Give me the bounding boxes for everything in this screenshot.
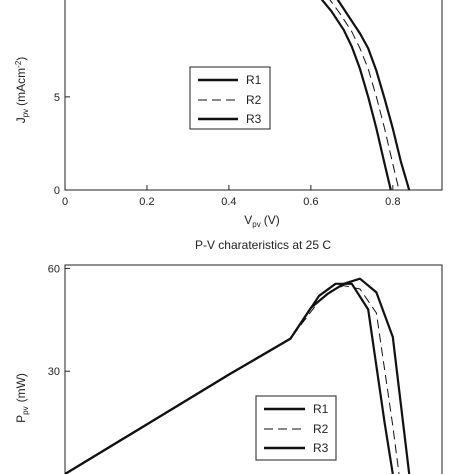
pv-legend-label-r1: R1: [313, 402, 329, 416]
jv-plot-frame: [64, 0, 443, 191]
pv-y-tick-label: 60: [48, 263, 60, 275]
pv-legend-box: [255, 395, 337, 461]
pv-series-r2: [65, 285, 400, 474]
jv-x-tick-label: 0: [62, 196, 68, 208]
jv-y-tick-label: 5: [54, 92, 60, 104]
jv-y-tick-label: 0: [54, 185, 60, 197]
pv-plot-frame: [64, 264, 443, 474]
pv-title: P-V charateristics at 25 C: [195, 238, 331, 252]
jv-x-tick-label: 0.4: [221, 196, 236, 208]
jv-series-r1: [320, 0, 392, 190]
pv-ylabel: Ppv(mW): [14, 373, 30, 423]
jv-x-tick-label: 0.6: [303, 196, 318, 208]
jv-x-tick-label: 0.8: [385, 196, 400, 208]
pv-legend-label-r2: R2: [313, 422, 329, 436]
jv-xlabel: Vpv (V): [244, 213, 279, 229]
pv-legend: R1 R2 R3: [255, 395, 337, 461]
jv-series-r3: [336, 0, 411, 190]
jv-chart: 0 0.2 0.4 0.6 0.8 0 5 Vpv (V) Jpv(mAcm-2) R1 R2…: [14, 0, 443, 229]
jv-legend-label-r2: R2: [246, 93, 262, 107]
jv-legend: R1 R2 R3: [189, 66, 271, 130]
pv-legend-label-r3: R3: [313, 441, 329, 455]
jv-legend-label-r1: R1: [246, 73, 262, 87]
jv-ylabel: Jpv(mAcm-2): [14, 57, 30, 124]
pv-y-tick-label: 30: [48, 366, 60, 378]
jv-legend-label-r3: R3: [246, 112, 262, 126]
pv-series-r3: [65, 277, 411, 474]
jv-series-r2: [329, 0, 400, 190]
jv-x-tick-label: 0.2: [139, 196, 154, 208]
